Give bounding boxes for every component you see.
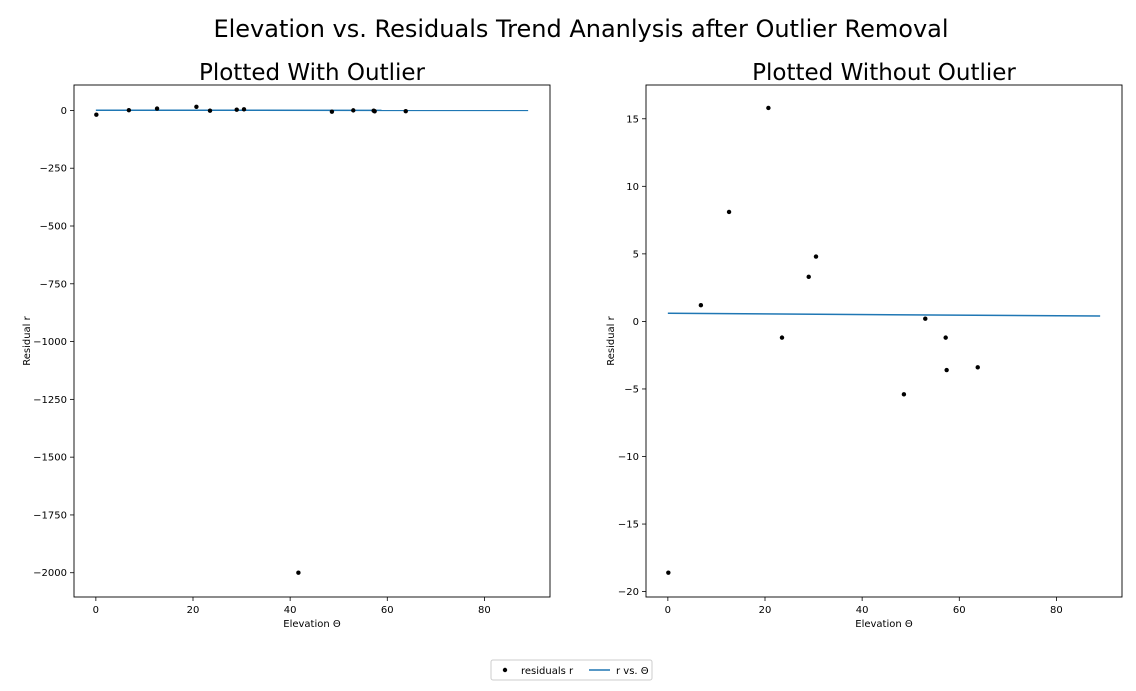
data-point [403,109,408,114]
x-tick-label: 40 [856,605,869,616]
y-tick-label: −1250 [33,395,67,406]
data-point [194,104,199,109]
data-point [207,108,213,113]
x-tick-label: 80 [478,605,491,616]
y-tick-label: −20 [618,587,639,598]
y-tick-label: −5 [624,384,639,395]
y-tick-label: −10 [618,452,639,463]
data-point [698,303,704,308]
legend-entry-line: r vs. Θ [616,666,649,677]
x-tick-label: 20 [759,605,772,616]
legend-frame [490,659,653,681]
y-tick-label: 15 [626,114,639,125]
legend-entry-points: residuals r [521,666,574,677]
data-marks [666,105,1101,575]
x-tick-label: 0 [93,605,99,616]
y-tick-label: −2000 [33,568,67,579]
data-point [329,109,335,114]
data-point [813,254,819,259]
data-point [241,107,247,112]
legend: residuals r r vs. Θ [490,659,653,681]
data-point [296,570,301,575]
y-tick-label: −1000 [33,337,67,348]
x-axis-label: Elevation Θ [855,619,913,630]
data-point [943,335,948,340]
panel-title: Plotted With Outlier [199,60,426,86]
x-ticks: 0 20 40 60 80 [93,597,491,616]
data-point [351,108,356,113]
plot-frame [73,84,551,598]
y-tick-label: 5 [633,249,639,260]
y-tick-label: −250 [40,164,67,175]
data-point [154,106,160,111]
y-tick-label: −1500 [33,453,67,464]
panel-without-outlier: Plotted Without Outlier 0 20 40 60 80 15 10 5 0… [606,60,1123,630]
y-axis-label: Residual r [22,315,33,365]
y-tick-label: −750 [40,279,67,290]
y-tick-label: 10 [626,182,639,193]
x-tick-label: 80 [1050,605,1063,616]
data-point [666,570,671,575]
data-point [923,316,928,321]
x-tick-label: 20 [187,605,200,616]
y-tick-label: −15 [618,520,639,531]
x-axis-label: Elevation Θ [283,619,341,630]
y-ticks: 15 10 5 0 −5 −10 −15 −20 [618,114,646,598]
y-ticks: 0 −250 −500 −750 −1000 −1250 −1500 −1750 −2000 [33,106,74,579]
x-tick-label: 40 [284,605,297,616]
x-tick-label: 60 [381,605,394,616]
data-marks [94,104,529,575]
y-tick-label: 0 [633,317,639,328]
y-axis-label: Residual r [606,315,617,365]
legend-marker-points [502,667,508,673]
x-ticks: 0 20 40 60 80 [665,597,1063,616]
y-tick-label: −1750 [33,510,67,521]
data-point [126,107,132,113]
data-point [779,335,785,340]
trend-line [667,312,1101,317]
data-point [901,392,907,397]
data-point [766,105,771,111]
data-point [944,367,949,373]
panel-title: Plotted Without Outlier [752,60,1016,86]
x-tick-label: 60 [953,605,966,616]
x-tick-label: 0 [665,605,671,616]
plot-frame [645,84,1123,598]
panel-with-outlier: Plotted With Outlier 0 20 40 60 80 0 −250 −500… [22,60,551,630]
data-point [94,112,99,117]
figure-title: Elevation vs. Residuals Trend Ananlysis … [213,15,948,43]
data-point [726,209,732,215]
data-point [234,107,239,112]
data-point [372,109,377,114]
data-point [806,274,811,280]
y-tick-label: 0 [61,106,67,117]
y-tick-label: −500 [40,222,67,233]
data-point [975,365,980,370]
